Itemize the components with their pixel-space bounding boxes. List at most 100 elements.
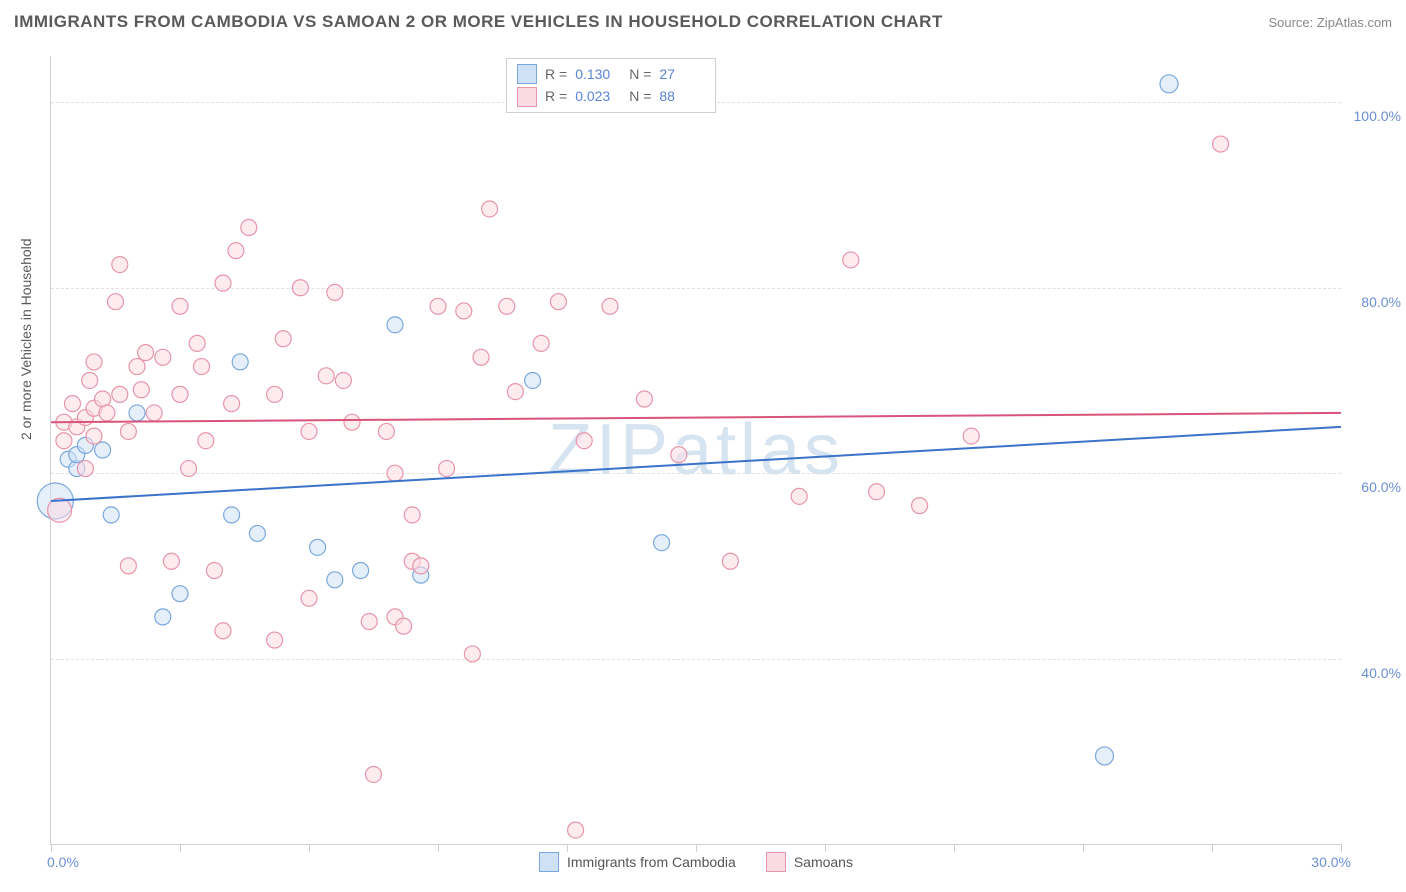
y-tick-label: 80.0% — [1361, 294, 1401, 310]
legend-label: Immigrants from Cambodia — [567, 854, 736, 870]
data-point — [120, 423, 136, 439]
data-point — [464, 646, 480, 662]
legend-item: Samoans — [766, 852, 853, 872]
data-point — [181, 461, 197, 477]
data-point — [533, 335, 549, 351]
data-point — [507, 384, 523, 400]
data-point — [65, 396, 81, 412]
data-point — [215, 275, 231, 291]
header: IMMIGRANTS FROM CAMBODIA VS SAMOAN 2 OR … — [14, 12, 1392, 32]
data-point — [224, 396, 240, 412]
plot-area: ZIPatlas R =0.130N =27R =0.023N =88 40.0… — [50, 56, 1341, 845]
n-value: 27 — [659, 63, 705, 85]
x-tick — [696, 844, 697, 852]
data-point — [189, 335, 205, 351]
y-tick-label: 40.0% — [1361, 665, 1401, 681]
data-point — [963, 428, 979, 444]
data-point — [155, 349, 171, 365]
data-point — [249, 525, 265, 541]
y-tick-label: 60.0% — [1361, 479, 1401, 495]
legend-stat-row: R = 0.130 N = 27 — [517, 63, 705, 85]
r-label: R = — [545, 85, 567, 107]
data-point — [215, 623, 231, 639]
data-point — [232, 354, 248, 370]
x-tick — [1212, 844, 1213, 852]
data-point — [86, 428, 102, 444]
data-point — [722, 553, 738, 569]
data-point — [387, 317, 403, 333]
data-point — [576, 433, 592, 449]
data-point — [86, 354, 102, 370]
legend-swatch — [539, 852, 559, 872]
legend-stat-row: R = 0.023 N = 88 — [517, 85, 705, 107]
data-point — [550, 294, 566, 310]
data-point — [568, 822, 584, 838]
x-tick — [438, 844, 439, 852]
data-point — [292, 280, 308, 296]
data-point — [456, 303, 472, 319]
data-point — [77, 461, 93, 477]
data-point — [439, 461, 455, 477]
data-point — [344, 414, 360, 430]
data-point — [671, 447, 687, 463]
source-label: Source: ZipAtlas.com — [1268, 15, 1392, 30]
data-point — [366, 766, 382, 782]
data-point — [129, 359, 145, 375]
data-point — [843, 252, 859, 268]
data-point — [241, 220, 257, 236]
n-label: N = — [629, 85, 651, 107]
data-point — [103, 507, 119, 523]
data-point — [95, 442, 111, 458]
data-point — [194, 359, 210, 375]
data-point — [1096, 747, 1114, 765]
data-point — [301, 423, 317, 439]
data-point — [327, 284, 343, 300]
data-point — [1213, 136, 1229, 152]
data-point — [318, 368, 334, 384]
data-point — [378, 423, 394, 439]
data-point — [482, 201, 498, 217]
r-value: 0.023 — [575, 85, 621, 107]
data-point — [82, 372, 98, 388]
data-point — [267, 386, 283, 402]
data-point — [155, 609, 171, 625]
data-point — [267, 632, 283, 648]
data-point — [413, 558, 429, 574]
trend-line — [51, 413, 1341, 422]
data-point — [198, 433, 214, 449]
r-label: R = — [545, 63, 567, 85]
data-point — [112, 257, 128, 273]
data-point — [361, 614, 377, 630]
data-point — [120, 558, 136, 574]
data-point — [56, 433, 72, 449]
n-label: N = — [629, 63, 651, 85]
legend-swatch — [517, 64, 537, 84]
n-value: 88 — [659, 85, 705, 107]
y-axis-title: 2 or more Vehicles in Household — [18, 238, 34, 440]
chart-title: IMMIGRANTS FROM CAMBODIA VS SAMOAN 2 OR … — [14, 12, 943, 32]
x-tick — [309, 844, 310, 852]
x-tick — [51, 844, 52, 852]
data-point — [525, 372, 541, 388]
data-point — [396, 618, 412, 634]
data-point — [112, 386, 128, 402]
y-tick-label: 100.0% — [1354, 108, 1401, 124]
legend-swatch — [766, 852, 786, 872]
data-point — [404, 507, 420, 523]
correlation-legend: R = 0.130 N = 27 R = 0.023 N = 88 — [506, 58, 716, 113]
data-point — [138, 345, 154, 361]
data-point — [636, 391, 652, 407]
data-point — [869, 484, 885, 500]
data-point — [275, 331, 291, 347]
r-value: 0.130 — [575, 63, 621, 85]
data-point — [146, 405, 162, 421]
trend-line — [51, 427, 1341, 501]
data-point — [172, 298, 188, 314]
data-point — [108, 294, 124, 310]
data-point — [228, 243, 244, 259]
data-point — [206, 563, 222, 579]
data-point — [430, 298, 446, 314]
data-point — [499, 298, 515, 314]
data-point — [99, 405, 115, 421]
data-point — [387, 465, 403, 481]
